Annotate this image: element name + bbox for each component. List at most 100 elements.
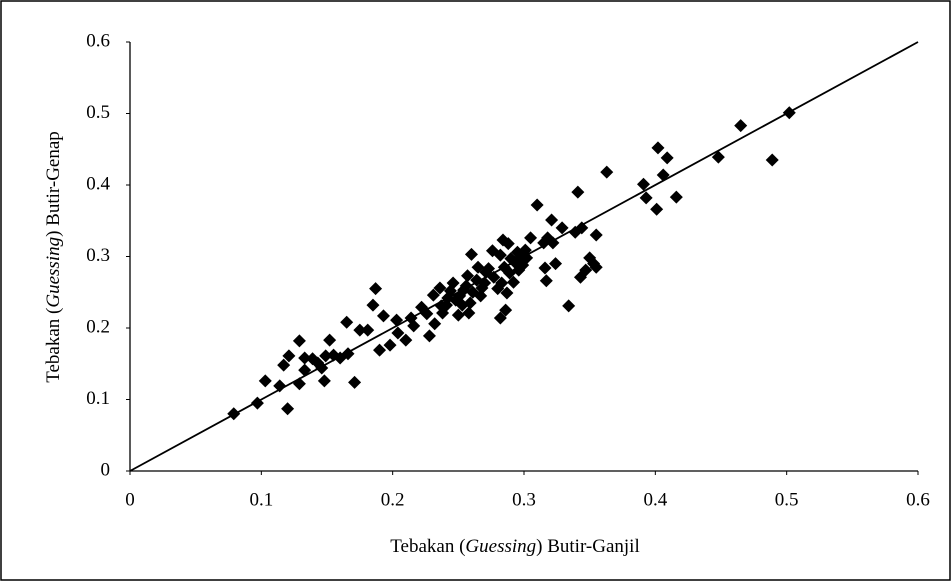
scatter-point	[250, 396, 264, 410]
scatter-point	[575, 221, 589, 235]
y-axis-title-part: Guessing	[43, 237, 64, 308]
scatter-point	[555, 221, 569, 235]
scatter-point	[530, 198, 544, 212]
scatter-point	[493, 311, 507, 325]
scatter-point	[464, 247, 478, 261]
scatter-point	[390, 313, 404, 327]
x-axis-title: Tebakan (Guessing) Butir-Ganjil	[390, 536, 639, 557]
scatter-point	[462, 306, 476, 320]
scatter-point	[341, 347, 355, 361]
x-axis-title-part: Guessing	[465, 536, 536, 557]
x-tick-label: 0.5	[775, 489, 799, 510]
y-tick-label: 0.1	[86, 388, 110, 409]
scatter-point	[348, 375, 362, 389]
scatter-point	[506, 275, 520, 289]
y-tick-label: 0	[101, 459, 111, 480]
scatter-point	[353, 323, 367, 337]
scatter-point	[277, 358, 291, 372]
scatter-point	[420, 307, 434, 321]
scatter-point	[422, 329, 436, 343]
scatter-point	[524, 231, 538, 245]
scatter-point	[589, 260, 603, 274]
scatter-point	[782, 106, 796, 120]
scatter-point	[463, 296, 477, 310]
scatter-point	[298, 351, 312, 365]
scatter-point	[282, 349, 296, 363]
x-tick-label: 0.3	[512, 489, 536, 510]
scatter-point	[376, 309, 390, 323]
scatter-point	[281, 402, 295, 416]
scatter-point	[340, 315, 354, 329]
scatter-point	[549, 257, 563, 271]
scatter-point	[428, 317, 442, 331]
y-tick-label: 0.6	[86, 30, 110, 51]
scatter-point	[446, 276, 460, 290]
scatter-point	[495, 276, 509, 290]
x-axis-title-part: Tebakan (	[390, 536, 465, 557]
scatter-point	[399, 333, 413, 347]
scatter-point	[765, 153, 779, 167]
x-tick-label: 0.4	[643, 489, 667, 510]
scatter-point	[319, 349, 333, 363]
scatter-point	[369, 282, 383, 296]
scatter-point	[426, 288, 440, 302]
y-tick-label: 0.3	[86, 245, 110, 266]
scatter-point	[500, 286, 514, 300]
scatter-point	[499, 303, 513, 317]
x-tick-label: 0	[125, 489, 135, 510]
scatter-point	[562, 299, 576, 313]
scatter-point	[651, 141, 665, 155]
scatter-point	[227, 407, 241, 421]
y-tick-label: 0.4	[86, 173, 110, 194]
scatter-point	[459, 279, 473, 293]
scatter-point	[317, 374, 331, 388]
y-axis-title: Tebakan (Guessing) Butir-Genap	[43, 131, 64, 383]
scatter-point	[660, 151, 674, 165]
scatter-point	[711, 150, 725, 164]
scatter-point	[637, 177, 651, 191]
y-tick-label: 0.5	[86, 102, 110, 123]
scatter-point	[579, 263, 593, 277]
scatter-point	[650, 202, 664, 216]
scatter-point	[501, 237, 515, 251]
scatter-point	[589, 228, 603, 242]
scatter-point	[433, 281, 447, 295]
x-tick-label: 0.6	[906, 489, 930, 510]
scatter-point	[487, 270, 501, 284]
y-axis-title-part: ) Butir-Genap	[43, 131, 64, 237]
scatter-point	[273, 379, 287, 393]
scatter-point	[571, 185, 585, 199]
scatter-point	[669, 190, 683, 204]
scatter-point	[546, 236, 560, 250]
scatter-point	[315, 361, 329, 375]
scatter-point	[361, 323, 375, 337]
scatter-point	[482, 262, 496, 276]
scatter-point	[545, 213, 559, 227]
scatter-point	[323, 333, 337, 347]
x-tick-label: 0.1	[249, 489, 273, 510]
x-tick-label: 0.2	[381, 489, 405, 510]
scatter-point	[600, 165, 614, 179]
scatter-point	[391, 326, 405, 340]
scatter-point	[478, 276, 492, 290]
scatter-point	[538, 261, 552, 275]
scatter-point	[734, 119, 748, 133]
scatter-point	[539, 274, 553, 288]
scatter-point	[493, 248, 507, 262]
scatter-point	[292, 334, 306, 348]
scatter-point	[383, 338, 397, 352]
y-axis-title-part: Tebakan (	[43, 308, 64, 383]
scatter-point	[373, 343, 387, 357]
scatter-point	[258, 374, 272, 388]
scatter-point	[639, 191, 653, 205]
scatter-point	[298, 363, 312, 377]
scatter-point	[656, 168, 670, 182]
scatter-point	[518, 243, 532, 257]
scatter-point	[292, 377, 306, 391]
x-axis-title-part: ) Butir-Ganjil	[536, 536, 640, 557]
scatter-point	[366, 298, 380, 312]
scatter-point	[520, 251, 534, 265]
scatter-point	[461, 269, 475, 283]
scatter-point	[451, 308, 465, 322]
